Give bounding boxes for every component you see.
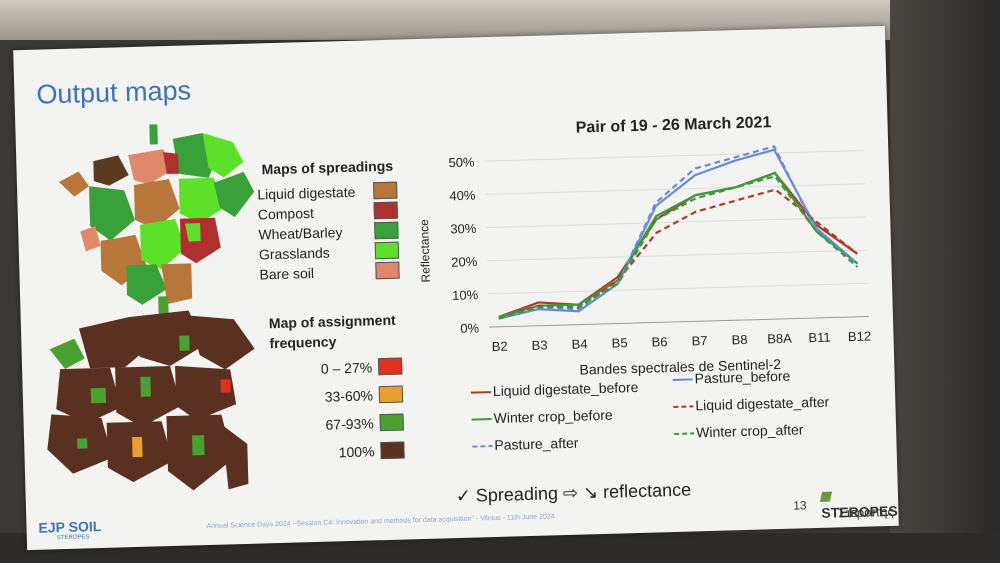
- x-tick-label: B8: [731, 332, 747, 347]
- frequency-legend-title: Map of assignment: [268, 311, 396, 332]
- legend-line: [472, 445, 493, 448]
- chart-x-axis-label: Bandes spectrales de Sentinel-2: [579, 356, 781, 378]
- legend-swatch: [375, 261, 400, 280]
- y-tick-label: 30%: [450, 221, 477, 237]
- legend-label: 100%: [338, 442, 375, 460]
- room-wall: [890, 0, 1000, 563]
- tagline: ✓ Spreading ⇨ ↘ reflectance: [455, 479, 692, 507]
- steropes-logo-greek: Στεροπης: [838, 503, 894, 521]
- x-tick-label: B2: [491, 339, 507, 354]
- presentation-slide: Output maps: [13, 25, 899, 551]
- grid-line: [485, 183, 866, 195]
- y-tick-label: 0%: [460, 320, 480, 336]
- legend-label: 0 – 27%: [320, 358, 373, 377]
- y-tick-label: 10%: [452, 287, 479, 303]
- legend-label: 67-93%: [325, 414, 374, 433]
- legend-item-grasslands: Grasslands: [258, 241, 400, 263]
- x-tick-label: B4: [571, 336, 587, 351]
- series-line: [498, 175, 859, 320]
- page-number: 13: [793, 498, 807, 513]
- legend-label: Pasture_before: [694, 368, 790, 387]
- x-tick-label: B5: [611, 335, 627, 350]
- legend-item-liquid-digestate: Liquid digestate: [257, 181, 398, 203]
- legend-label: Wheat/Barley: [258, 223, 343, 242]
- grid-line: [484, 150, 865, 162]
- grid-line: [488, 282, 869, 295]
- legend-swatch: [374, 241, 400, 260]
- chart-grid: [484, 150, 869, 328]
- grid-line: [489, 315, 869, 328]
- legend-item-wheat-barley: Wheat/Barley: [258, 221, 399, 243]
- legend-line: [471, 418, 492, 421]
- series-line: [498, 145, 859, 320]
- y-tick-label: 50%: [448, 154, 475, 170]
- legend-line: [470, 391, 491, 394]
- legend-label: Liquid digestate_before: [493, 379, 639, 399]
- legend-item-bare-soil: Bare soil: [259, 261, 400, 283]
- chart-title: Pair of 19 - 26 March 2021: [576, 114, 772, 136]
- legend-swatch: [377, 357, 403, 376]
- freq-item-100: 100%: [302, 441, 405, 462]
- x-tick-label: B7: [691, 333, 707, 348]
- legend-label: Winter crop_before: [493, 407, 613, 426]
- footer-text: Annual Science Days 2024 –Session C4: In…: [206, 513, 555, 531]
- legend-label: Pasture_after: [494, 435, 579, 453]
- legend-swatch: [380, 441, 405, 460]
- freq-item-0-27: 0 – 27%: [300, 357, 403, 378]
- series-line: [498, 148, 859, 320]
- series-line: [498, 171, 858, 318]
- legend-label: Compost: [257, 204, 315, 223]
- x-tick-label: B8A: [767, 331, 792, 347]
- ejp-soil-logo-sub: STEROPES: [56, 534, 90, 542]
- legend-swatch: [373, 201, 399, 220]
- steropes-logo-icon: [819, 491, 833, 502]
- freq-item-67-93: 67-93%: [302, 413, 404, 434]
- chart-y-axis-label: Reflectance: [417, 219, 433, 283]
- reflectance-chart: Pair of 19 - 26 March 2021 Reflectance B…: [417, 114, 871, 453]
- ejp-soil-logo: EJP SOIL: [38, 518, 102, 536]
- legend-label: Liquid digestate_after: [695, 394, 830, 414]
- x-tick-label: B12: [848, 328, 872, 344]
- x-tick-label: B3: [531, 337, 547, 352]
- spreadings-legend-title: Maps of spreadings: [261, 157, 394, 178]
- frequency-map: [47, 296, 255, 491]
- spreadings-map: [58, 124, 255, 305]
- x-tick-label: B6: [651, 334, 667, 349]
- legend-line: [672, 378, 693, 381]
- chart-series: [498, 145, 859, 320]
- legend-item-compost: Compost: [257, 201, 399, 223]
- legend-label: Bare soil: [259, 264, 315, 282]
- legend-line: [674, 432, 695, 435]
- chart-x-ticks: B2 B3 B4 B5 B6 B7 B8 B8A B11 B12: [491, 328, 871, 354]
- legend-label: Liquid digestate: [257, 183, 356, 203]
- freq-item-33-60: 33-60%: [301, 385, 404, 406]
- legend-swatch: [378, 385, 404, 404]
- legend-label: Grasslands: [258, 244, 330, 262]
- y-tick-label: 40%: [449, 188, 476, 204]
- legend-line: [673, 405, 694, 408]
- frequency-legend-title-line2: frequency: [269, 333, 337, 352]
- legend-swatch: [374, 221, 399, 240]
- legend-label: 33-60%: [324, 386, 374, 405]
- y-tick-label: 20%: [451, 254, 478, 270]
- x-tick-label: B11: [808, 330, 831, 346]
- chart-y-ticks: 0% 10% 20% 30% 40% 50%: [448, 154, 480, 336]
- chart-legend: Liquid digestate_before Pasture_before Win…: [470, 368, 830, 453]
- slide-title: Output maps: [36, 75, 192, 110]
- grid-line: [487, 249, 868, 262]
- legend-swatch: [373, 181, 398, 200]
- legend-label: Winter crop_after: [696, 421, 804, 440]
- legend-swatch: [379, 413, 404, 432]
